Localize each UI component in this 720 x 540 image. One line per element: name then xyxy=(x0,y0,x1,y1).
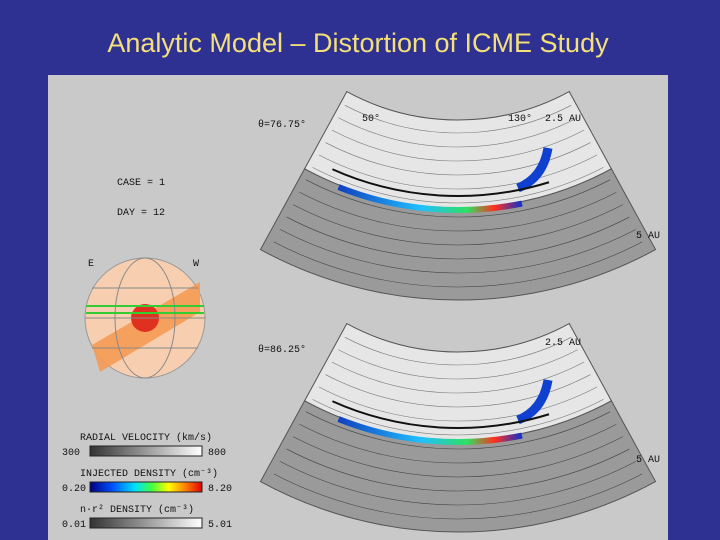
contour xyxy=(325,142,591,176)
contour xyxy=(331,129,585,162)
case-label: CASE = 1 xyxy=(117,178,165,189)
contour xyxy=(344,337,572,366)
colorbar xyxy=(89,445,203,457)
colorbar-min: 300 xyxy=(62,448,80,459)
contour xyxy=(338,349,578,380)
shock xyxy=(332,168,550,197)
colorbar-label: INJECTED DENSITY (cm⁻³) xyxy=(80,468,218,480)
colorbar-max: 800 xyxy=(208,448,226,459)
ejecta-front xyxy=(516,379,553,425)
contour xyxy=(299,423,617,464)
radius-label: 2.5 AU xyxy=(545,338,581,349)
shock xyxy=(332,400,550,429)
contour xyxy=(273,241,643,288)
radius-label: 5 AU xyxy=(636,231,660,242)
lat-label: 50° xyxy=(362,113,380,125)
contour xyxy=(318,154,598,190)
fans xyxy=(259,90,657,533)
colorbar-label: n·r² DENSITY (cm⁻³) xyxy=(80,504,194,516)
colorbar-min: 0.01 xyxy=(62,520,86,531)
contour xyxy=(318,386,598,422)
colorbar-max: 8.20 xyxy=(208,484,232,495)
contour xyxy=(293,204,623,246)
east-label: E xyxy=(88,259,94,270)
contour xyxy=(286,448,630,492)
contour xyxy=(325,374,591,408)
contour xyxy=(344,105,572,134)
contour xyxy=(312,167,604,204)
globe xyxy=(84,257,206,379)
colorbar-min: 0.20 xyxy=(62,484,86,495)
ejecta-band xyxy=(337,416,523,445)
slide-title: Analytic Model – Distortion of ICME Stud… xyxy=(107,28,609,58)
contour xyxy=(280,229,636,274)
radius-label: 2.5 AU xyxy=(545,114,581,125)
contour xyxy=(338,117,578,148)
contour xyxy=(286,216,630,260)
contour xyxy=(299,191,617,232)
ejecta-band xyxy=(337,184,523,213)
contour xyxy=(305,411,611,450)
contour xyxy=(293,436,623,478)
ejecta-front xyxy=(516,147,553,193)
colorbar xyxy=(89,481,203,493)
contour xyxy=(305,179,611,218)
colorbar-label: RADIAL VELOCITY (km/s) xyxy=(80,432,212,444)
colorbars: RADIAL VELOCITY (km/s)300 800 INJECTED DEN… xyxy=(62,432,232,531)
day-label: DAY = 12 xyxy=(117,208,165,219)
contour xyxy=(331,361,585,394)
colorbar-max: 5.01 xyxy=(208,520,232,531)
contour xyxy=(273,473,643,520)
panel-angle: θ=76.75° xyxy=(258,119,306,131)
contour xyxy=(312,399,604,436)
contour xyxy=(280,461,636,506)
colorbar xyxy=(89,517,203,529)
west-label: W xyxy=(193,259,199,270)
lat-label: 130° xyxy=(508,113,532,125)
radius-label: 5 AU xyxy=(636,455,660,466)
panel-angle: θ=86.25° xyxy=(258,344,306,356)
